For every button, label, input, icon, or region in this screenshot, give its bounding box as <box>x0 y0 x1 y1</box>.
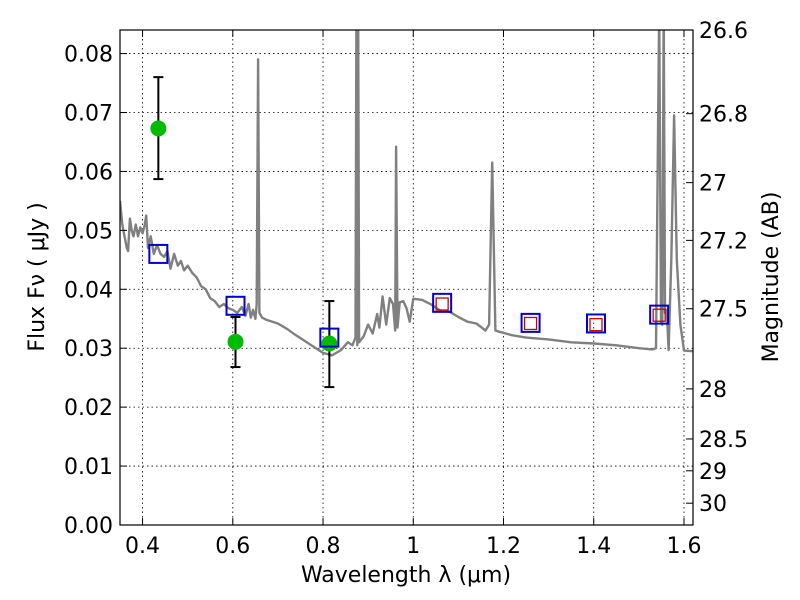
red-square <box>652 308 666 322</box>
model-square <box>649 304 670 325</box>
model-spectrum-layer <box>120 30 693 357</box>
right-tick-label: 26.8 <box>699 103 748 128</box>
x-tick-label: 0.4 <box>125 534 160 559</box>
errorbar-layer <box>153 76 335 389</box>
right-tick-label: 29 <box>699 460 727 485</box>
model-square <box>148 243 169 264</box>
y-tick-label: 0.08 <box>64 43 113 68</box>
grid-lines <box>120 30 693 526</box>
x-tick-label: 0.8 <box>306 534 341 559</box>
right-tick-label: 30 <box>699 492 727 517</box>
right-tick-label: 27.5 <box>699 298 748 323</box>
model-square <box>319 327 340 348</box>
model-square <box>432 292 453 313</box>
observed-point <box>150 120 167 137</box>
x-tick-label: 0.6 <box>215 534 250 559</box>
right-tick-labels: 26.6 26.8 27 27.2 27.5 28 28.5 29 30 <box>699 19 748 517</box>
plot-area <box>120 30 693 389</box>
blue-squares-layer <box>148 243 670 348</box>
red-square <box>435 297 449 311</box>
x-tick-label: 1.4 <box>576 534 611 559</box>
observed-point <box>227 333 244 350</box>
y-tick-label: 0.07 <box>64 102 113 127</box>
right-tick-label: 27.2 <box>699 229 748 254</box>
y-tick-label: 0.06 <box>64 160 113 185</box>
y-tick-label: 0.00 <box>64 514 113 539</box>
model-square <box>520 312 541 333</box>
axis-ticks <box>120 29 693 526</box>
x-tick-labels: 0.4 0.6 0.8 1 1.2 1.4 1.6 <box>125 534 701 559</box>
x-tick-label: 1 <box>406 534 420 559</box>
observed-points-layer <box>150 120 338 352</box>
red-square <box>523 316 538 331</box>
y-tick-label: 0.04 <box>64 278 113 303</box>
y-tick-label: 0.03 <box>64 337 113 362</box>
y-tick-label: 0.05 <box>64 219 113 244</box>
red-square <box>589 317 603 332</box>
y-axis-label: Flux Fν ( μJy ) <box>25 202 50 351</box>
right-tick-label: 28 <box>699 378 727 403</box>
model-square <box>585 313 606 334</box>
right-tick-label: 28.5 <box>699 428 748 453</box>
model-square <box>225 295 246 316</box>
y-tick-labels: 0.00 0.01 0.02 0.03 0.04 0.05 0.06 0.07 0.08 <box>64 43 113 539</box>
y-tick-label: 0.02 <box>64 396 113 421</box>
right-tick-label: 27 <box>699 172 727 197</box>
x-tick-label: 1.6 <box>666 534 701 559</box>
spectrum-line <box>120 30 693 357</box>
right-axis-label: Magnitude (AB) <box>759 192 784 363</box>
right-tick-label: 26.6 <box>699 19 748 44</box>
observed-point <box>321 335 338 352</box>
x-axis-label: Wavelength λ (μm) <box>301 563 511 588</box>
y-tick-label: 0.01 <box>64 455 113 480</box>
plot-frame <box>119 29 694 526</box>
x-tick-label: 1.2 <box>486 534 521 559</box>
red-squares-layer <box>435 297 666 332</box>
